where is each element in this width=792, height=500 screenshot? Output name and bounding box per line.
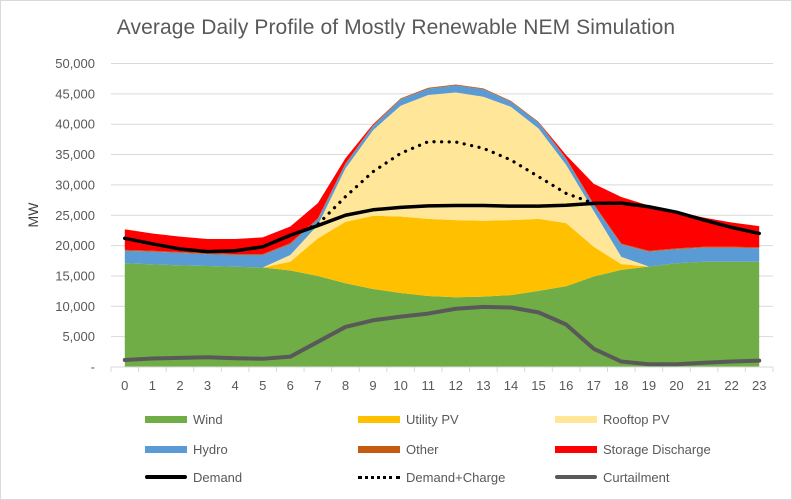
x-tick-label: 12 xyxy=(449,378,463,393)
x-tick-label: 20 xyxy=(669,378,683,393)
y-axis-title: MW xyxy=(25,202,41,228)
area-utility-pv xyxy=(124,215,760,298)
x-tick-label: 16 xyxy=(559,378,573,393)
x-tick-label: 17 xyxy=(586,378,600,393)
axes: - 5,000 10,000 15,000 20,000 25,000 30,000 35,0… xyxy=(55,56,774,393)
y-tick-label: 15,000 xyxy=(55,268,95,283)
x-tick-label: 1 xyxy=(149,378,156,393)
y-tick-label: 45,000 xyxy=(55,86,95,101)
x-tick-label: 11 xyxy=(421,378,435,393)
y-tick-label: 35,000 xyxy=(55,147,95,162)
y-tick-label: 20,000 xyxy=(55,238,95,253)
x-tick-label: 6 xyxy=(287,378,294,393)
x-tick-label: 23 xyxy=(752,378,766,393)
y-tick-label: 50,000 xyxy=(55,56,95,71)
line-demand-charge xyxy=(288,140,596,237)
y-tick-label: - xyxy=(91,360,95,375)
chart-title: Average Daily Profile of Mostly Renewabl… xyxy=(116,16,676,39)
x-tick-label: 13 xyxy=(476,378,490,393)
area-wind xyxy=(124,261,760,367)
y-tick-label: 10,000 xyxy=(55,299,95,314)
x-tick-label: 7 xyxy=(314,378,321,393)
y-tick-label: 30,000 xyxy=(55,177,95,192)
area-storage-discharge xyxy=(124,84,760,255)
x-tick-label: 14 xyxy=(504,378,518,393)
line-series xyxy=(122,140,762,367)
x-tick-label: 0 xyxy=(121,378,128,393)
x-tick-label: 5 xyxy=(259,378,266,393)
x-tick-label: 4 xyxy=(232,378,239,393)
line-curtailment xyxy=(122,304,762,367)
x-tick-label: 19 xyxy=(642,378,656,393)
x-tick-label: 15 xyxy=(531,378,545,393)
x-tick-label: 21 xyxy=(697,378,711,393)
y-tick-label: 25,000 xyxy=(55,208,95,223)
x-tick-label: 3 xyxy=(204,378,211,393)
x-tick-label: 10 xyxy=(393,378,407,393)
stacked-areas xyxy=(124,84,760,367)
x-tick-label: 9 xyxy=(369,378,376,393)
area-hydro xyxy=(124,85,760,268)
area-rooftop-pv xyxy=(124,92,760,268)
x-tick-label: 2 xyxy=(176,378,183,393)
x-tick-label: 22 xyxy=(724,378,738,393)
y-tick-label: 5,000 xyxy=(62,329,95,344)
x-tick-label: 8 xyxy=(342,378,349,393)
x-tick-label: 18 xyxy=(614,378,628,393)
y-tick-label: 40,000 xyxy=(55,117,95,132)
line-demand xyxy=(123,201,761,254)
